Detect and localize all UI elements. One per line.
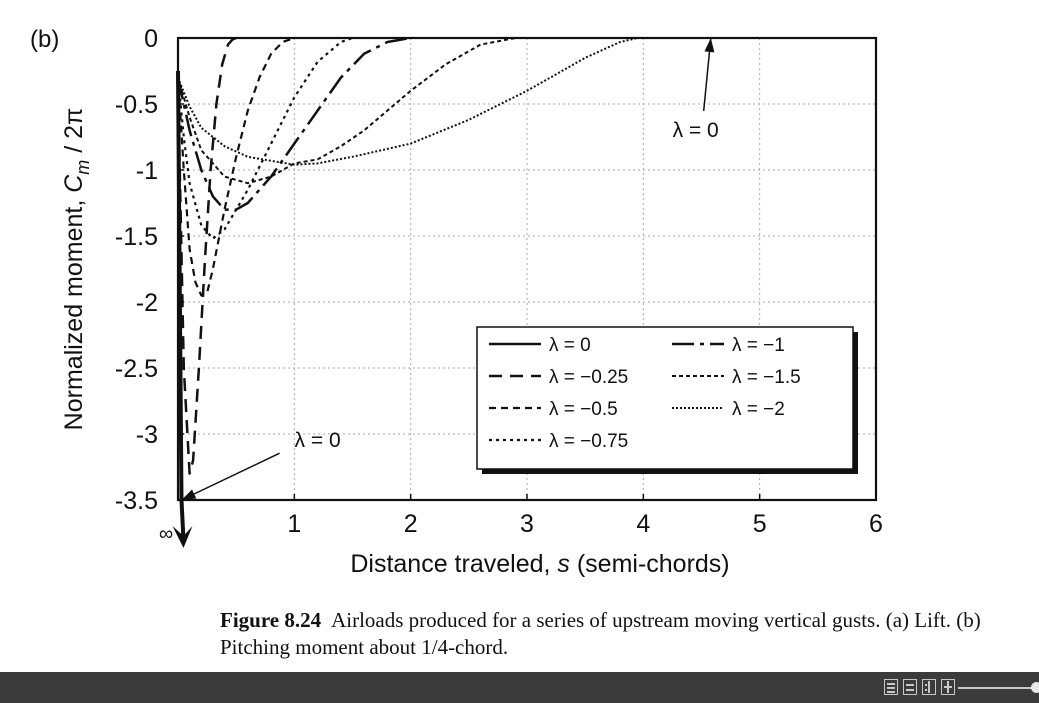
y-tick-label: -2.5 bbox=[115, 355, 158, 383]
y-axis-label: Normalized moment, Cm / 2π bbox=[60, 108, 93, 431]
x-tick-label: 2 bbox=[404, 510, 418, 538]
series-line-2 bbox=[176, 36, 295, 297]
panel-label: (b) bbox=[30, 26, 59, 53]
series-line-0 bbox=[176, 70, 184, 501]
annotation-label-1: λ = 0 bbox=[295, 429, 341, 452]
caption-figure-label: Figure 8.24 bbox=[220, 608, 322, 632]
legend-entry-6: λ = −2 bbox=[732, 399, 785, 420]
x-tick-label: 6 bbox=[869, 510, 883, 538]
grid-page-icon[interactable] bbox=[941, 679, 955, 695]
viewer-status-bar bbox=[0, 672, 1039, 703]
series-line-4 bbox=[176, 36, 411, 211]
y-tick-label: -2 bbox=[136, 289, 158, 317]
y-tick-label: -1.5 bbox=[115, 223, 158, 251]
x-tick-label: 3 bbox=[520, 510, 534, 538]
zoom-slider-handle[interactable] bbox=[1031, 682, 1039, 693]
legend-entry-4: λ = −1 bbox=[732, 335, 785, 356]
continuous-page-icon[interactable] bbox=[903, 679, 917, 695]
x-origin-label: ∞ bbox=[159, 523, 173, 545]
x-tick-label: 1 bbox=[287, 510, 301, 538]
x-axis-label: Distance traveled, s (semi-chords) bbox=[350, 550, 729, 578]
caption-text: Airloads produced for a series of upstre… bbox=[220, 608, 981, 659]
series-line-1 bbox=[176, 36, 237, 475]
figure-caption: Figure 8.24 Airloads produced for a serie… bbox=[220, 607, 1020, 661]
x-tick-label: 4 bbox=[636, 510, 650, 538]
infinity-arrow-shaft bbox=[179, 499, 186, 541]
series-line-6 bbox=[177, 37, 638, 166]
chart-figure: (b) 1 2 3 4 5 6 ∞ 0 -0.5 -1 -1.5 -2 -2.5 -3 -3.5 λ = 0… bbox=[30, 25, 883, 578]
single-page-icon[interactable] bbox=[884, 679, 898, 695]
zoom-slider-track[interactable] bbox=[958, 687, 1034, 689]
legend-box bbox=[476, 326, 854, 470]
y-tick-label: 0 bbox=[144, 25, 158, 53]
series-line-5 bbox=[177, 37, 516, 185]
annotation-arrowhead-1 bbox=[181, 489, 197, 500]
two-page-icon[interactable] bbox=[922, 679, 936, 695]
annotation-arrow-line-1 bbox=[181, 452, 280, 501]
annotation-label-0: λ = 0 bbox=[673, 119, 719, 142]
legend-entry-3: λ = −0.75 bbox=[549, 431, 628, 452]
legend-entry-1: λ = −0.25 bbox=[549, 367, 628, 388]
legend-entry-2: λ = −0.5 bbox=[549, 399, 618, 420]
y-tick-label: -3 bbox=[136, 421, 158, 449]
annotation-arrowhead-0 bbox=[704, 38, 715, 53]
y-tick-label: -3.5 bbox=[115, 487, 158, 515]
legend-entry-0: λ = 0 bbox=[549, 335, 591, 356]
legend-entry-5: λ = −1.5 bbox=[732, 367, 801, 388]
x-tick-label: 5 bbox=[753, 510, 767, 538]
y-tick-label: -0.5 bbox=[115, 91, 158, 119]
y-tick-label: -1 bbox=[136, 157, 158, 185]
